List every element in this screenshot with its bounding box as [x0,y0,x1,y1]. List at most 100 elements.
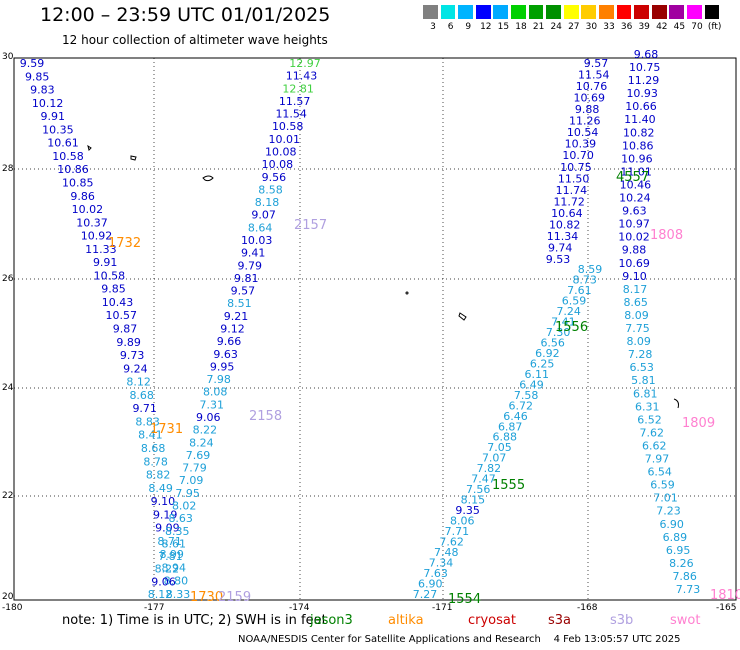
wave-height-value: 11.29 [628,74,660,87]
pass-time-label: 1731 [150,422,184,437]
wave-height-value: 7.81 [158,550,183,563]
wave-height-value: 8.24 [189,436,214,449]
wave-height-value: 10.61 [47,137,79,150]
wave-height-value: 9.24 [123,362,148,375]
colorbar-label: 21 [532,22,545,32]
colorbar-swatch [616,5,632,19]
wave-height-value: 10.01 [269,133,301,146]
longitude-tick: -177 [144,603,165,613]
wave-height-value: 10.64 [551,207,583,220]
colorbar-swatch [511,5,526,19]
colorbar-label: 45 [673,22,686,32]
colorbar-label: 27 [568,22,580,32]
wave-height-value: 9.83 [30,84,55,97]
legend-swot: swot [670,613,701,628]
wave-height-value: 10.35 [42,123,74,136]
wave-height-value: 7.24 [556,305,581,318]
colorbar-label: 33 [603,22,615,32]
wave-height-value: 8.22 [155,563,180,576]
wave-height-value: 7.05 [487,441,512,454]
pass-time-label: 2157 [294,218,328,233]
wave-height-value: 7.62 [640,426,665,439]
pass-time-label: 4557 [616,170,650,185]
wave-height-value: 11.33 [85,243,117,256]
wave-height-value: 7.58 [514,389,539,402]
pass-time-label: 1808 [650,228,684,243]
wave-height-value: 7.82 [477,462,502,475]
wave-height-value: 8.35 [165,525,190,538]
wave-height-value: 10.85 [62,177,94,190]
wave-height-value: 8.09 [624,309,649,322]
wave-height-value: 7.73 [676,583,701,596]
wave-height-value: 8.51 [227,297,252,310]
wave-height-value: 10.86 [57,163,89,176]
latitude-tick: 24 [2,383,14,393]
wave-height-value: 8.65 [623,296,648,309]
wave-height-value: 10.02 [618,231,650,244]
wave-height-value: 10.82 [623,126,655,139]
wave-height-value: 9.10 [622,270,647,283]
wave-height-value: 10.08 [265,146,297,159]
wave-height-value: 6.87 [498,420,523,433]
longitude-tick: -168 [577,603,598,613]
pass-time-label: 1555 [492,478,526,493]
wave-height-value: 10.93 [626,87,658,100]
wave-height-value: 8.09 [626,335,651,348]
wave-height-value: 10.58 [272,120,304,133]
wave-height-value: 9.59 [20,57,45,70]
wave-height-value: 7.09 [179,474,204,487]
wave-height-value: 8.78 [143,455,168,468]
wave-height-value: 10.86 [622,139,654,152]
pass-time-label: 1732 [108,236,142,251]
legend-altika: altika [388,613,424,628]
map-subtitle: 12 hour collection of altimeter wave hei… [62,33,328,47]
wave-height-value: 9.79 [238,259,263,272]
longitude-tick: -171 [432,603,453,613]
wave-height-value: 6.62 [642,440,667,453]
wave-height-value: 7.56 [466,483,491,496]
wave-height-value: 9.56 [262,171,287,184]
wave-height-value: 9.63 [622,205,647,218]
wave-height-value: 8.59 [578,263,603,276]
wave-height-value: 9.66 [217,335,242,348]
latitude-tick: 26 [2,274,14,284]
wave-height-value: 8.06 [450,515,475,528]
wave-height-value: 7.41 [551,315,576,328]
wave-height-value: 9.81 [234,272,259,285]
wave-height-value: 10.75 [629,61,661,74]
wave-height-value: 9.35 [455,504,480,517]
colorbar-swatch [423,5,438,19]
pass-time-label: 2159 [218,590,252,605]
wave-height-value: 7.27 [413,588,438,601]
wave-height-value: 8.58 [258,183,283,196]
wave-height-value: 7.86 [672,570,697,583]
colorbar-label: 39 [638,22,650,32]
wave-height-value: 9.95 [210,360,235,373]
legend-s3a: s3a [548,613,572,628]
wave-height-value: 10.82 [549,218,581,231]
wave-height-value: 11.01 [620,165,652,178]
colorbar-swatch [687,5,702,19]
wave-height-value: 6.92 [535,347,560,360]
wave-height-value: 7.61 [567,284,592,297]
map-title: 12:00 – 23:59 UTC 01/01/2025 [40,4,331,26]
wave-height-value: 7.48 [434,546,459,559]
wave-height-value: 12.97 [289,57,321,70]
wave-height-value: 8.18 [255,196,280,209]
wave-height-value: 9.12 [220,323,245,336]
wave-height-value: 9.68 [634,48,659,61]
wave-height-value: 5.81 [631,374,656,387]
wave-height-value: 11.34 [547,230,579,243]
colorbar-label: 12 [480,22,492,32]
wave-height-value: 9.57 [231,285,256,298]
wave-height-value: 11.26 [569,115,601,128]
wave-height-value: 10.37 [76,216,108,229]
wave-height-value: 8.02 [172,500,197,513]
wave-height-value: 6.72 [509,399,534,412]
wave-height-value: 6.90 [418,578,443,591]
wave-height-value: 8.64 [248,221,273,234]
legend-cryosat: cryosat [468,613,516,628]
wave-height-value: 8.17 [623,283,648,296]
wave-height-value: 9.91 [93,256,118,269]
wave-height-value: 9.06 [151,575,176,588]
